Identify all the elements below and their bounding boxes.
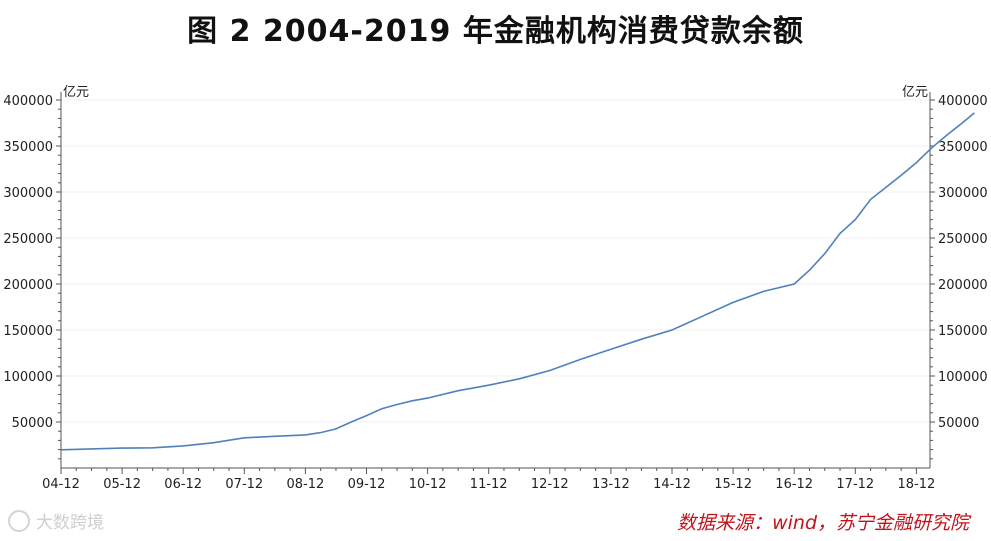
x-tick-label: 17-12 bbox=[836, 477, 874, 492]
left-y-tick-label: 350000 bbox=[3, 140, 53, 155]
watermark: 大数跨境 bbox=[8, 508, 104, 533]
x-tick-label: 15-12 bbox=[714, 477, 752, 492]
left-y-tick-label: 200000 bbox=[3, 278, 53, 293]
right-y-tick-label: 200000 bbox=[938, 278, 988, 293]
right-y-tick-label: 350000 bbox=[938, 140, 988, 155]
watermark-text: 大数跨境 bbox=[36, 513, 104, 533]
left-y-tick-label: 100000 bbox=[3, 370, 53, 385]
right-unit-label: 亿元 bbox=[902, 85, 928, 100]
x-tick-label: 04-12 bbox=[42, 477, 80, 492]
axis-ticks bbox=[56, 99, 935, 474]
left-y-tick-label: 300000 bbox=[3, 186, 53, 201]
right-y-tick-label: 100000 bbox=[938, 370, 988, 385]
left-unit-label: 亿元 bbox=[63, 85, 89, 100]
tick-labels: 50000 50000 100000 100000 150000 150000 200000… bbox=[3, 94, 987, 492]
grid-lines bbox=[61, 99, 930, 423]
right-y-tick-label: 400000 bbox=[938, 94, 988, 109]
left-y-tick-label: 150000 bbox=[3, 324, 53, 339]
right-y-tick-label: 150000 bbox=[938, 324, 988, 339]
source-note: 数据来源：wind，苏宁金融研究院 bbox=[677, 512, 969, 534]
left-y-tick-label: 250000 bbox=[3, 232, 53, 247]
watermark-logo-icon bbox=[8, 509, 30, 532]
x-tick-label: 13-12 bbox=[592, 477, 630, 492]
left-y-tick-label: 50000 bbox=[12, 416, 53, 431]
x-tick-label: 05-12 bbox=[103, 477, 141, 492]
x-tick-label: 07-12 bbox=[225, 477, 263, 492]
x-tick-label: 06-12 bbox=[164, 477, 202, 492]
right-y-tick-label: 50000 bbox=[938, 416, 979, 431]
x-tick-label: 08-12 bbox=[287, 477, 325, 492]
x-tick-label: 18-12 bbox=[898, 477, 936, 492]
x-tick-label: 11-12 bbox=[470, 477, 508, 492]
page-title: 图 2 2004-2019 年金融机构消费贷款余额 bbox=[187, 14, 804, 49]
series-line bbox=[60, 112, 975, 451]
x-tick-label: 16-12 bbox=[775, 477, 813, 492]
right-y-tick-label: 300000 bbox=[938, 186, 988, 201]
x-tick-label: 14-12 bbox=[653, 477, 691, 492]
x-tick-label: 10-12 bbox=[409, 477, 447, 492]
x-tick-label: 12-12 bbox=[531, 477, 569, 492]
right-y-tick-label: 250000 bbox=[938, 232, 988, 247]
left-y-tick-label: 400000 bbox=[3, 94, 53, 109]
x-tick-label: 09-12 bbox=[348, 477, 386, 492]
